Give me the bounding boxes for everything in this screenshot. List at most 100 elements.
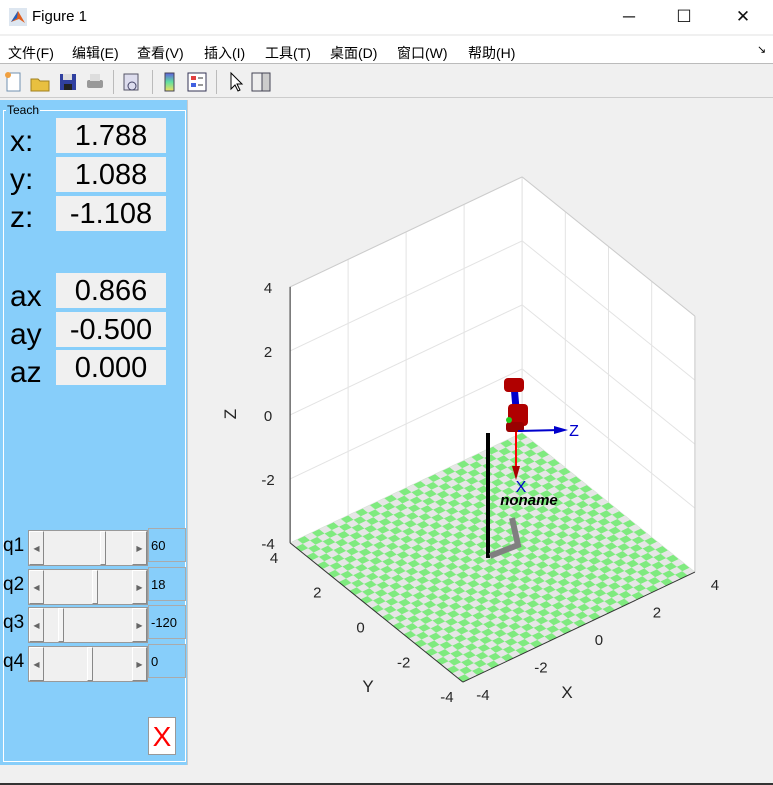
y-tick-label: -4 bbox=[440, 689, 453, 706]
joint-slider-q2[interactable]: ◀ ▶ bbox=[28, 568, 148, 605]
frame-x-label: X bbox=[516, 479, 527, 496]
slider-right-arrow-icon[interactable]: ▶ bbox=[132, 608, 147, 642]
toolbar bbox=[0, 66, 773, 98]
frame-z-arrowhead bbox=[554, 426, 568, 434]
menu-tools[interactable]: 工具(T) bbox=[265, 45, 311, 61]
slider-right-arrow-icon[interactable]: ▶ bbox=[132, 569, 147, 604]
teach-panel: Teach x: y: z: 1.788 1.088 -1.108 ax ay … bbox=[0, 100, 188, 765]
link-icon[interactable] bbox=[121, 71, 143, 93]
ax-label: ax bbox=[10, 280, 42, 313]
axis-box-edge bbox=[289, 176, 523, 288]
joint-label: q1 bbox=[3, 535, 25, 556]
ay-label: ay bbox=[10, 318, 42, 351]
property-inspector-icon[interactable] bbox=[250, 71, 272, 93]
y-axis-label: Y bbox=[362, 677, 373, 696]
az-value: 0.000 bbox=[56, 350, 166, 386]
slider-right-arrow-icon[interactable]: ▶ bbox=[132, 646, 147, 681]
slider-left-arrow-icon[interactable]: ◀ bbox=[29, 569, 44, 604]
new-figure-icon[interactable] bbox=[3, 71, 25, 93]
x-tick-label: 0 bbox=[595, 632, 603, 649]
menu-edit[interactable]: 编辑(E) bbox=[72, 45, 119, 61]
title-bar: Figure 1 ─ ☐ ✕ bbox=[0, 0, 773, 34]
ay-value: -0.500 bbox=[56, 312, 166, 348]
z-tick-label: 2 bbox=[264, 344, 272, 361]
x-tick-label: -4 bbox=[476, 687, 489, 704]
slider-thumb[interactable] bbox=[99, 531, 106, 565]
x-tick-label: -2 bbox=[534, 660, 547, 677]
frame-z-arrow bbox=[517, 429, 561, 432]
menu-view[interactable]: 查看(V) bbox=[137, 45, 184, 61]
x-value: 1.788 bbox=[56, 118, 166, 154]
joint-value[interactable]: 60 bbox=[148, 528, 186, 562]
z-axis-label: Z bbox=[221, 409, 240, 419]
x-axis-label: X bbox=[561, 683, 572, 702]
matlab-logo-icon bbox=[9, 8, 27, 26]
close-window-button[interactable]: ✕ bbox=[735, 7, 751, 26]
z-tick-label: -2 bbox=[261, 472, 274, 489]
joint-value[interactable]: -120 bbox=[148, 605, 186, 639]
toolbar-separator bbox=[216, 70, 217, 94]
joint-slider-q3[interactable]: ◀ ▶ bbox=[28, 607, 148, 643]
robot-shadow bbox=[488, 517, 522, 559]
maximize-button[interactable]: ☐ bbox=[676, 7, 692, 26]
joint-slider-q1[interactable]: ◀ ▶ bbox=[28, 530, 148, 566]
x-tick-label: 4 bbox=[711, 577, 719, 594]
teach-group bbox=[3, 110, 186, 762]
menu-help[interactable]: 帮助(H) bbox=[468, 45, 516, 61]
menu-desktop[interactable]: 桌面(D) bbox=[330, 45, 378, 61]
z-value: -1.108 bbox=[56, 196, 166, 232]
save-icon[interactable] bbox=[57, 71, 79, 93]
slider-thumb[interactable] bbox=[91, 569, 98, 604]
grid-line bbox=[289, 240, 523, 352]
slider-thumb[interactable] bbox=[87, 646, 94, 681]
slider-left-arrow-icon[interactable]: ◀ bbox=[29, 531, 44, 565]
y-value: 1.088 bbox=[56, 157, 166, 193]
robot-joint bbox=[506, 422, 524, 432]
slider-left-arrow-icon[interactable]: ◀ bbox=[29, 608, 44, 642]
x-label: x: bbox=[10, 125, 34, 158]
axis-box-edge bbox=[521, 176, 696, 317]
menu-insert[interactable]: 插入(I) bbox=[204, 45, 246, 61]
menu-file[interactable]: 文件(F) bbox=[8, 45, 54, 61]
y-tick-label: 0 bbox=[356, 620, 364, 637]
slider-left-arrow-icon[interactable]: ◀ bbox=[29, 646, 44, 681]
slider-right-arrow-icon[interactable]: ▶ bbox=[132, 531, 147, 565]
open-icon[interactable] bbox=[29, 71, 51, 93]
dock-arrow-icon[interactable]: ↘ bbox=[757, 44, 767, 56]
axis-line bbox=[289, 542, 464, 683]
y-label: y: bbox=[10, 163, 34, 196]
print-icon[interactable] bbox=[84, 71, 106, 93]
slider-thumb[interactable] bbox=[57, 608, 64, 642]
grid-line bbox=[521, 240, 696, 381]
joint-value[interactable]: 18 bbox=[148, 566, 186, 601]
z-label: z: bbox=[10, 201, 34, 234]
robot-frame-y bbox=[506, 417, 512, 423]
y-tick-label: 2 bbox=[313, 585, 321, 602]
joint-slider-q4[interactable]: ◀ ▶ bbox=[28, 645, 148, 682]
ax-value: 0.866 bbox=[56, 273, 166, 309]
frame-x-arrowhead bbox=[512, 466, 520, 480]
teach-title: Teach bbox=[6, 103, 41, 117]
close-teach-button[interactable]: X bbox=[148, 717, 176, 755]
pointer-icon[interactable] bbox=[225, 71, 247, 93]
az-label: az bbox=[10, 356, 42, 389]
legend-icon[interactable] bbox=[186, 71, 208, 93]
robot-joint bbox=[504, 378, 524, 392]
menu-window[interactable]: 窗口(W) bbox=[397, 45, 448, 61]
window-title: Figure 1 bbox=[32, 8, 88, 25]
colorbar-icon[interactable] bbox=[159, 71, 181, 93]
z-tick-label: 0 bbox=[264, 408, 272, 425]
minimize-button[interactable]: ─ bbox=[622, 7, 636, 26]
robot-joint bbox=[508, 404, 528, 426]
menu-bar: 文件(F) 编辑(E) 查看(V) 插入(I) 工具(T) 桌面(D) 窗口(W… bbox=[0, 36, 773, 64]
joint-value[interactable]: 0 bbox=[148, 643, 186, 678]
grid-line bbox=[521, 304, 696, 445]
grid-line bbox=[289, 304, 523, 416]
x-tick-label: 2 bbox=[653, 605, 661, 622]
toolbar-separator bbox=[113, 70, 114, 94]
z-tick-label: -4 bbox=[261, 536, 274, 553]
joint-label: q2 bbox=[3, 573, 25, 595]
toolbar-separator bbox=[152, 70, 153, 94]
status-bar bbox=[0, 783, 773, 785]
